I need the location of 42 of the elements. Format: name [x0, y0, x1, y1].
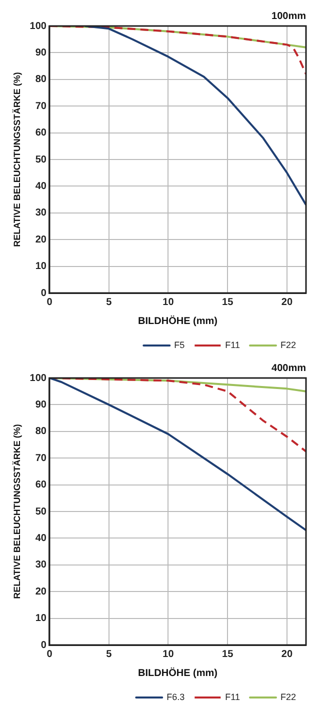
y-tick-label: 50 — [35, 154, 47, 166]
x-axis-title: BILDHÖHE (mm) — [138, 666, 218, 679]
legend-label: F22 — [280, 340, 296, 350]
y-tick-label: 90 — [35, 47, 47, 58]
y-tick-label: 50 — [35, 506, 47, 518]
y-tick-label: 80 — [35, 74, 47, 86]
y-tick-label: 40 — [35, 532, 47, 544]
x-tick-label: 15 — [222, 296, 234, 308]
legend-label: F22 — [280, 692, 296, 702]
legend-label: F11 — [225, 340, 240, 350]
y-tick-label: 60 — [35, 128, 47, 139]
x-axis-title: BILDHÖHE (mm) — [138, 314, 218, 327]
y-axis-title: RELATIVE BELEUCHTUNGSSTÄRKE (%) — [12, 424, 22, 599]
y-tick-label: 10 — [35, 613, 47, 624]
y-tick-label: 30 — [35, 560, 47, 571]
y-axis-title: RELATIVE BELEUCHTUNGSSTÄRKE (%) — [12, 72, 22, 247]
legend-label: F11 — [225, 692, 240, 702]
chart-title: 100mm — [272, 10, 306, 22]
x-tick-label: 10 — [162, 296, 174, 308]
x-tick-label: 5 — [106, 296, 112, 308]
y-tick-label: 20 — [35, 586, 47, 598]
x-tick-label: 10 — [162, 648, 174, 660]
x-tick-label: 20 — [281, 296, 293, 308]
legend-label: F5 — [174, 340, 185, 350]
y-tick-label: 80 — [35, 426, 47, 438]
y-tick-label: 20 — [35, 234, 47, 246]
y-tick-label: 0 — [40, 288, 47, 299]
legend-label: F6.3 — [166, 692, 185, 702]
y-tick-label: 10 — [35, 261, 47, 272]
x-tick-label: 20 — [281, 648, 293, 660]
x-tick-label: 5 — [106, 648, 112, 660]
y-tick-label: 100 — [30, 372, 47, 384]
y-tick-label: 90 — [35, 399, 47, 410]
y-tick-label: 70 — [35, 100, 47, 112]
x-tick-label: 15 — [222, 648, 234, 660]
y-tick-label: 100 — [30, 20, 47, 32]
y-tick-label: 30 — [35, 208, 47, 219]
chart-title: 400mm — [272, 362, 306, 374]
y-tick-label: 70 — [35, 452, 47, 464]
y-tick-label: 60 — [35, 480, 47, 491]
y-tick-label: 0 — [40, 640, 47, 651]
y-tick-label: 40 — [35, 180, 47, 192]
